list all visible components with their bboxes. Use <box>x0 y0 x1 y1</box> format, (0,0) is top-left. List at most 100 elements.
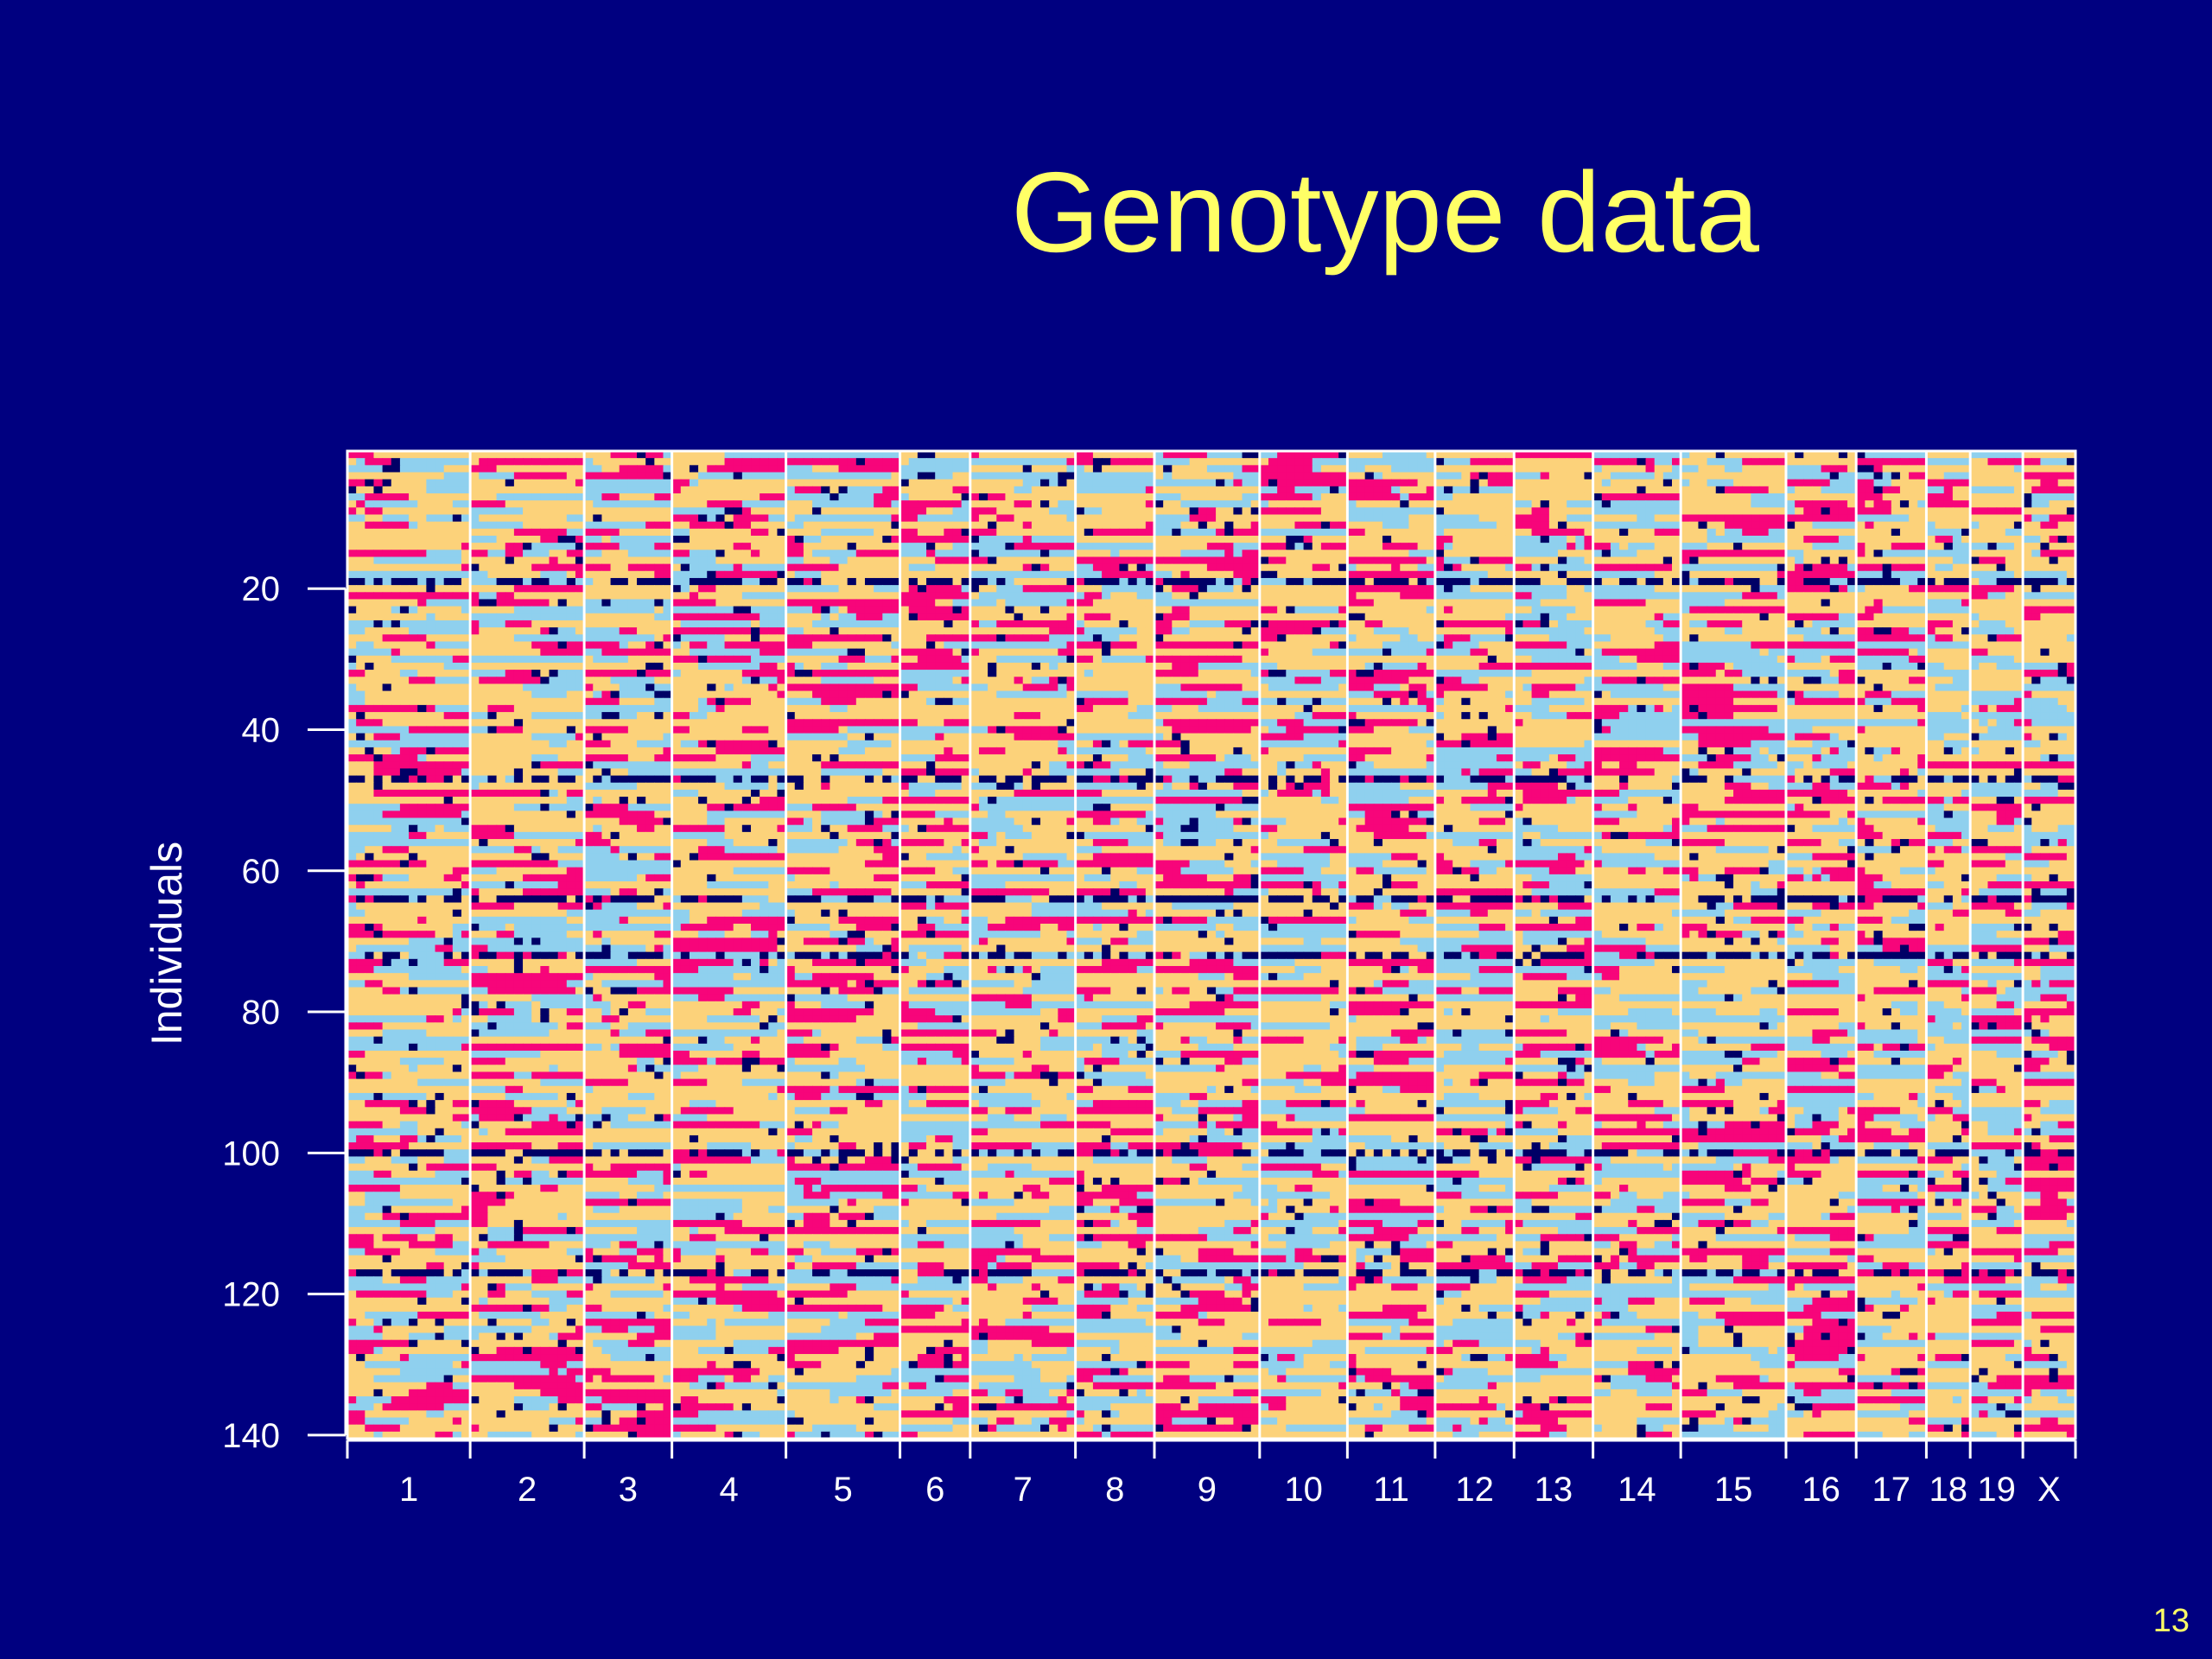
genotype-cell <box>523 1297 532 1306</box>
genotype-cell <box>557 1001 568 1009</box>
genotype-cell <box>347 514 357 523</box>
genotype-cell <box>645 1036 655 1045</box>
genotype-cell <box>487 782 498 791</box>
genotype-cell <box>382 1339 392 1348</box>
genotype-cell <box>654 641 664 650</box>
genotype-cell <box>435 1382 445 1390</box>
genotype-cell <box>654 951 664 960</box>
genotype-cell <box>505 994 515 1002</box>
genotype-cell <box>540 747 550 755</box>
genotype-cell <box>479 909 489 918</box>
genotype-cell <box>461 1029 471 1038</box>
genotype-cell <box>645 704 655 713</box>
genotype-cell <box>523 810 532 819</box>
genotype-cell <box>435 1417 445 1426</box>
genotype-cell <box>391 1043 401 1052</box>
genotype-cell <box>523 958 532 967</box>
genotype-cell <box>645 613 655 621</box>
genotype-cell <box>566 670 576 677</box>
genotype-cell <box>461 726 471 734</box>
genotype-cell <box>426 980 436 988</box>
genotype-cell <box>575 550 585 558</box>
genotype-cell <box>365 1058 375 1065</box>
genotype-cell <box>409 528 418 537</box>
genotype-cell <box>663 1065 673 1073</box>
genotype-cell <box>365 1135 375 1143</box>
genotype-cell <box>347 599 357 607</box>
genotype-cell <box>347 860 357 868</box>
genotype-cell <box>373 1185 384 1192</box>
genotype-cell <box>637 1198 646 1207</box>
genotype-cell <box>584 1198 594 1207</box>
genotype-cell <box>523 1339 532 1348</box>
genotype-cell <box>461 683 471 692</box>
genotype-cell <box>409 1043 418 1052</box>
genotype-cell <box>637 1114 646 1122</box>
genotype-cell <box>487 761 498 769</box>
genotype-cell <box>540 1354 550 1362</box>
genotype-cell <box>627 641 638 650</box>
genotype-cell <box>382 458 392 466</box>
genotype-cell <box>487 726 498 734</box>
genotype-cell <box>627 1107 638 1116</box>
genotype-cell <box>452 1339 462 1348</box>
genotype-cell <box>417 831 427 840</box>
genotype-cell <box>461 1368 471 1376</box>
genotype-cell <box>382 690 392 699</box>
genotype-cell <box>373 1248 384 1256</box>
genotype-cell <box>566 846 576 854</box>
genotype-cell <box>601 585 612 593</box>
genotype-cell <box>637 860 646 868</box>
genotype-cell <box>627 916 638 925</box>
genotype-cell <box>365 1092 375 1101</box>
genotype-cell <box>496 1431 506 1440</box>
genotype-cell <box>452 824 462 833</box>
genotype-cell <box>365 754 375 762</box>
genotype-cell <box>470 1007 480 1016</box>
genotype-cell <box>435 472 445 480</box>
genotype-cell <box>470 479 480 487</box>
genotype-cell <box>409 853 418 861</box>
genotype-cell <box>496 1149 506 1158</box>
genotype-cell <box>479 1325 489 1334</box>
genotype-cell <box>365 458 375 466</box>
genotype-cell <box>426 797 436 804</box>
genotype-cell <box>487 479 498 487</box>
genotype-cell <box>593 1036 603 1045</box>
genotype-cell <box>540 980 550 988</box>
genotype-cell <box>531 704 541 713</box>
genotype-cell <box>601 931 612 938</box>
genotype-cell <box>496 1177 506 1185</box>
genotype-cell <box>523 733 532 741</box>
genotype-cell <box>619 556 629 565</box>
genotype-cell <box>654 804 664 811</box>
genotype-cell <box>601 465 612 474</box>
genotype-cell <box>505 1368 515 1376</box>
genotype-cell <box>391 1142 401 1150</box>
genotype-cell <box>391 853 401 861</box>
genotype-cell <box>399 465 410 474</box>
genotype-cell <box>637 1227 646 1235</box>
genotype-cell <box>452 944 462 953</box>
genotype-cell <box>627 592 638 601</box>
genotype-cell <box>426 1304 436 1313</box>
genotype-cell <box>601 924 612 931</box>
genotype-cell <box>426 1029 436 1038</box>
genotype-cell <box>461 613 471 621</box>
genotype-cell <box>409 768 418 777</box>
genotype-cell <box>549 550 559 558</box>
genotype-cell <box>557 472 568 480</box>
genotype-cell <box>637 1107 646 1116</box>
genotype-cell <box>601 648 612 657</box>
genotype-cell <box>399 690 410 699</box>
genotype-cell <box>373 712 384 720</box>
genotype-cell <box>399 761 410 769</box>
genotype-cell <box>610 1219 620 1228</box>
genotype-cell <box>399 563 410 572</box>
genotype-cell <box>566 577 576 586</box>
genotype-cell <box>443 916 454 925</box>
genotype-cell <box>435 1283 445 1292</box>
genotype-cell <box>443 1128 454 1136</box>
genotype-cell <box>443 528 454 537</box>
genotype-cell <box>356 916 365 925</box>
